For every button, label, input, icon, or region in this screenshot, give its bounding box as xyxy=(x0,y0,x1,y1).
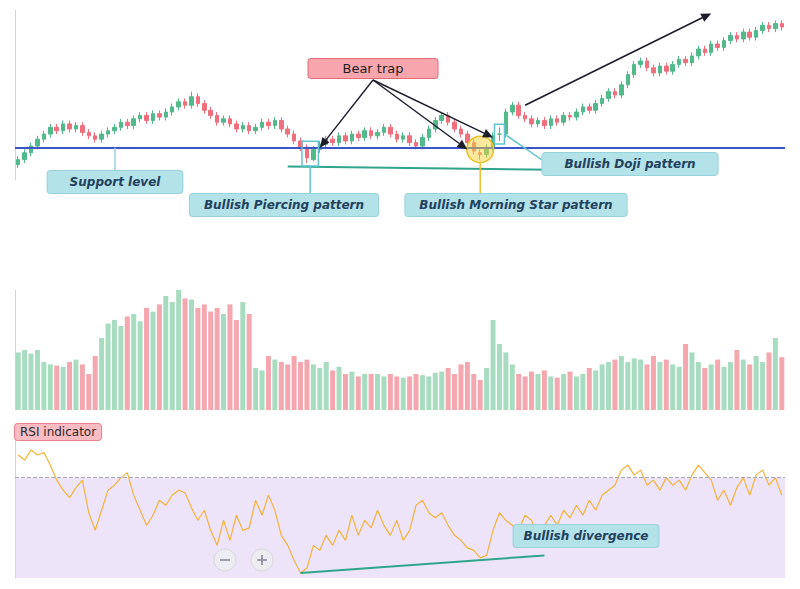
svg-text:Bullish Morning Star pattern: Bullish Morning Star pattern xyxy=(419,198,612,212)
svg-text:Bullish Piercing pattern: Bullish Piercing pattern xyxy=(204,198,364,212)
svg-text:RSI indicator: RSI indicator xyxy=(20,425,96,439)
svg-text:Bear trap: Bear trap xyxy=(342,61,403,76)
svg-text:Support level: Support level xyxy=(70,175,162,189)
svg-text:Bullish divergence: Bullish divergence xyxy=(524,529,649,543)
svg-text:Bullish Doji pattern: Bullish Doji pattern xyxy=(564,157,695,171)
